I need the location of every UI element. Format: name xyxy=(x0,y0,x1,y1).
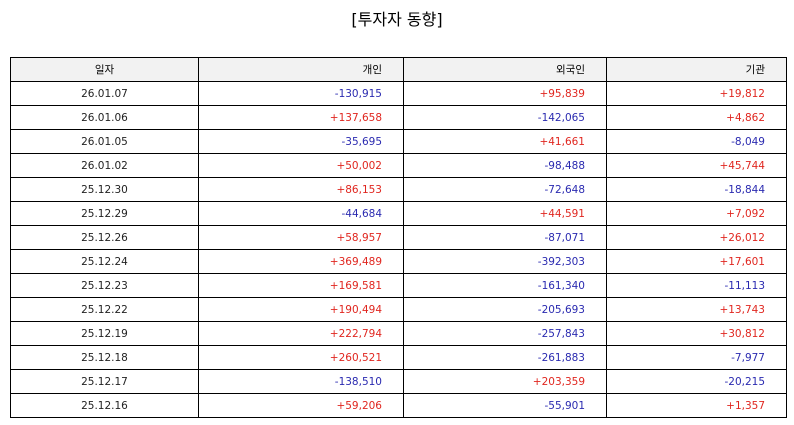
table-row: 26.01.05 -35,695 +41,661 -8,049 xyxy=(10,129,787,154)
date-cell: 25.12.29 xyxy=(10,201,199,226)
table-row: 25.12.16 +59,206 -55,901 +1,357 xyxy=(10,393,787,418)
institution-cell: -18,844 xyxy=(606,177,787,202)
institution-cell: +17,601 xyxy=(606,249,787,274)
institution-cell: +1,357 xyxy=(606,393,787,418)
individual-cell: +86,153 xyxy=(198,177,404,202)
table-row: 25.12.24 +369,489 -392,303 +17,601 xyxy=(10,249,787,274)
column-header-individual: 개인 xyxy=(198,57,404,82)
table-row: 25.12.29 -44,684 +44,591 +7,092 xyxy=(10,201,787,226)
foreign-cell: +44,591 xyxy=(403,201,607,226)
table-header-row: 일자 개인 외국인 기관 xyxy=(10,57,787,82)
institution-cell: +26,012 xyxy=(606,225,787,250)
foreign-cell: -72,648 xyxy=(403,177,607,202)
individual-cell: +59,206 xyxy=(198,393,404,418)
date-cell: 26.01.05 xyxy=(10,129,199,154)
investor-trend-table: 일자 개인 외국인 기관 26.01.07 -130,915 +95,839 +19,… xyxy=(10,57,787,418)
individual-cell: +58,957 xyxy=(198,225,404,250)
date-cell: 26.01.02 xyxy=(10,153,199,178)
column-header-foreign: 외국인 xyxy=(403,57,607,82)
table-row: 25.12.19 +222,794 -257,843 +30,812 xyxy=(10,321,787,346)
date-cell: 26.01.07 xyxy=(10,81,199,106)
institution-cell: +4,862 xyxy=(606,105,787,130)
date-cell: 25.12.30 xyxy=(10,177,199,202)
date-cell: 25.12.22 xyxy=(10,297,199,322)
column-header-date: 일자 xyxy=(10,57,199,82)
page-title: [투자자 동향] xyxy=(351,10,443,29)
institution-cell: -7,977 xyxy=(606,345,787,370)
foreign-cell: -161,340 xyxy=(403,273,607,298)
foreign-cell: -205,693 xyxy=(403,297,607,322)
table-row: 25.12.26 +58,957 -87,071 +26,012 xyxy=(10,225,787,250)
column-header-institution: 기관 xyxy=(606,57,787,82)
individual-cell: +169,581 xyxy=(198,273,404,298)
individual-cell: +222,794 xyxy=(198,321,404,346)
foreign-cell: -257,843 xyxy=(403,321,607,346)
date-cell: 25.12.18 xyxy=(10,345,199,370)
institution-cell: +13,743 xyxy=(606,297,787,322)
table-row: 25.12.23 +169,581 -161,340 -11,113 xyxy=(10,273,787,298)
institution-cell: +45,744 xyxy=(606,153,787,178)
foreign-cell: +203,359 xyxy=(403,369,607,394)
foreign-cell: +95,839 xyxy=(403,81,607,106)
date-cell: 25.12.24 xyxy=(10,249,199,274)
foreign-cell: -142,065 xyxy=(403,105,607,130)
date-cell: 25.12.19 xyxy=(10,321,199,346)
foreign-cell: -392,303 xyxy=(403,249,607,274)
institution-cell: +7,092 xyxy=(606,201,787,226)
table-row: 26.01.02 +50,002 -98,488 +45,744 xyxy=(10,153,787,178)
individual-cell: +260,521 xyxy=(198,345,404,370)
individual-cell: -138,510 xyxy=(198,369,404,394)
individual-cell: +369,489 xyxy=(198,249,404,274)
table-row: 26.01.07 -130,915 +95,839 +19,812 xyxy=(10,81,787,106)
institution-cell: -8,049 xyxy=(606,129,787,154)
individual-cell: -44,684 xyxy=(198,201,404,226)
foreign-cell: -55,901 xyxy=(403,393,607,418)
foreign-cell: +41,661 xyxy=(403,129,607,154)
individual-cell: +50,002 xyxy=(198,153,404,178)
individual-cell: -130,915 xyxy=(198,81,404,106)
foreign-cell: -98,488 xyxy=(403,153,607,178)
individual-cell: +137,658 xyxy=(198,105,404,130)
date-cell: 25.12.26 xyxy=(10,225,199,250)
individual-cell: +190,494 xyxy=(198,297,404,322)
institution-cell: -11,113 xyxy=(606,273,787,298)
foreign-cell: -87,071 xyxy=(403,225,607,250)
date-cell: 25.12.17 xyxy=(10,369,199,394)
table-row: 26.01.06 +137,658 -142,065 +4,862 xyxy=(10,105,787,130)
institution-cell: +19,812 xyxy=(606,81,787,106)
table-row: 25.12.17 -138,510 +203,359 -20,215 xyxy=(10,369,787,394)
date-cell: 25.12.16 xyxy=(10,393,199,418)
individual-cell: -35,695 xyxy=(198,129,404,154)
table-row: 25.12.22 +190,494 -205,693 +13,743 xyxy=(10,297,787,322)
institution-cell: -20,215 xyxy=(606,369,787,394)
date-cell: 25.12.23 xyxy=(10,273,199,298)
table-row: 25.12.30 +86,153 -72,648 -18,844 xyxy=(10,177,787,202)
date-cell: 26.01.06 xyxy=(10,105,199,130)
foreign-cell: -261,883 xyxy=(403,345,607,370)
institution-cell: +30,812 xyxy=(606,321,787,346)
table-row: 25.12.18 +260,521 -261,883 -7,977 xyxy=(10,345,787,370)
